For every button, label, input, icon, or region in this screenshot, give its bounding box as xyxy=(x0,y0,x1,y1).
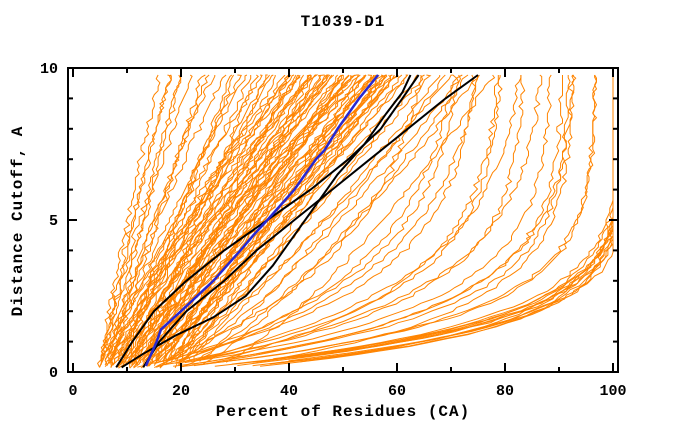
model-curve xyxy=(131,74,259,366)
model-curve xyxy=(100,74,193,362)
y-tick-label: 5 xyxy=(49,213,58,230)
model-curve xyxy=(136,74,342,360)
model-curve xyxy=(117,75,276,361)
model-curve xyxy=(142,74,479,368)
model-curve xyxy=(299,75,614,363)
model-curve xyxy=(154,74,453,369)
model-curve xyxy=(100,74,172,365)
curves-layer xyxy=(97,74,614,369)
x-tick-label: 20 xyxy=(172,383,190,400)
model-curve xyxy=(182,74,480,368)
model-curve xyxy=(110,74,295,361)
model-curve xyxy=(136,74,356,364)
x-axis-label: Percent of Residues (CA) xyxy=(215,403,471,421)
model-curve xyxy=(134,74,361,366)
model-curve xyxy=(178,74,463,363)
model-curve xyxy=(180,74,598,368)
model-curve xyxy=(104,74,227,367)
model-curve xyxy=(99,74,182,368)
model-curve xyxy=(197,75,522,359)
model-curve xyxy=(178,75,441,362)
y-tick-label: 0 xyxy=(49,365,58,382)
model-curve xyxy=(277,74,577,360)
model-curve xyxy=(140,74,385,369)
chart-title: T1039-D1 xyxy=(300,13,386,31)
model-curve xyxy=(157,74,329,362)
model-curve xyxy=(119,74,233,366)
model-curve xyxy=(156,75,478,368)
model-curve xyxy=(121,74,242,369)
model-curve xyxy=(184,74,552,364)
model-curve xyxy=(170,74,408,363)
model-curve xyxy=(100,74,172,361)
x-tick-label: 100 xyxy=(599,383,626,400)
model-curve xyxy=(123,74,330,360)
model-curve xyxy=(97,74,161,368)
model-curve xyxy=(142,74,333,363)
model-curve xyxy=(146,74,418,367)
model-curve xyxy=(182,74,367,359)
model-curve xyxy=(127,74,270,363)
model-curve xyxy=(100,74,210,359)
model-curve xyxy=(193,74,543,362)
model-curve xyxy=(114,75,342,363)
model-curve xyxy=(110,75,216,365)
model-curve xyxy=(121,74,412,369)
model-curve xyxy=(161,74,338,363)
model-curve xyxy=(104,74,292,361)
model-curve xyxy=(147,74,392,363)
model-curve xyxy=(224,75,499,360)
model-curve xyxy=(144,74,380,367)
x-tick-label: 80 xyxy=(496,383,514,400)
x-tick-label: 40 xyxy=(280,383,298,400)
model-curve xyxy=(133,74,350,368)
model-curve xyxy=(165,74,357,366)
model-curve xyxy=(110,74,299,367)
model-curve xyxy=(225,74,496,363)
model-curve xyxy=(154,75,424,365)
x-tick-label: 60 xyxy=(388,383,406,400)
model-curve xyxy=(176,74,458,364)
model-curve xyxy=(157,74,403,363)
model-curve xyxy=(175,75,526,364)
model-curve xyxy=(203,74,469,364)
model-curve xyxy=(129,74,312,369)
model-curve xyxy=(142,74,305,363)
model-curve xyxy=(121,74,310,368)
x-tick-label: 0 xyxy=(68,383,77,400)
model-curve xyxy=(106,74,206,366)
model-curve xyxy=(173,75,571,367)
y-tick-label: 10 xyxy=(40,61,58,78)
model-curve xyxy=(174,74,373,369)
model-curve xyxy=(131,75,374,367)
